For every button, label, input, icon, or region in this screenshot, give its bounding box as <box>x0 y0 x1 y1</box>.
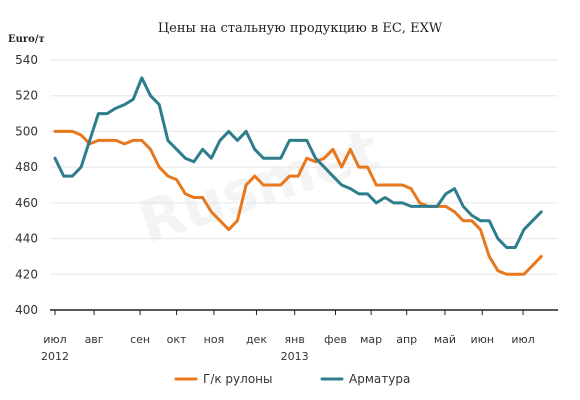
chart-title: Цены на стальную продукцию в ЕС, EXW <box>158 21 443 36</box>
x-tick-label-7: фев <box>324 333 347 346</box>
x-axis-ticks: июл 2012 авг сен окт ноя дек янв 2013 фев мар апр ма… <box>41 310 535 363</box>
y-tick-label: 520 <box>15 89 38 103</box>
x-tick-label-1: авг <box>85 333 104 346</box>
y-tick-label: 500 <box>15 124 38 138</box>
legend: Г/к рулоны Арматура <box>174 372 410 386</box>
y-tick-label: 400 <box>15 303 38 317</box>
x-tick-label-6: янв <box>285 333 305 346</box>
y-tick-label: 480 <box>15 160 38 174</box>
x-tick-year-6: 2013 <box>281 350 309 363</box>
watermark: Rusmet <box>130 115 387 256</box>
y-axis-ticks: 400 420 440 460 480 500 520 540 <box>15 53 38 317</box>
y-tick-label: 460 <box>15 196 38 210</box>
x-tick-label-8: мар <box>360 333 382 346</box>
x-tick-label-0: июл <box>43 333 66 346</box>
x-tick-label-10: май <box>434 333 456 346</box>
x-tick-label-4: ноя <box>204 333 225 346</box>
x-tick-label-2: сен <box>130 333 150 346</box>
series-line-1 <box>53 76 543 249</box>
x-tick-label-3: окт <box>167 333 187 346</box>
legend-label-1: Арматура <box>349 372 410 386</box>
y-tick-label: 440 <box>15 232 38 246</box>
x-tick-label-9: апр <box>396 333 417 346</box>
x-tick-year-0: 2012 <box>41 350 69 363</box>
legend-label-0: Г/к рулоны <box>203 372 272 386</box>
x-tick-label-11: июн <box>470 333 494 346</box>
y-axis-unit-label: Euro/т <box>8 34 45 45</box>
y-tick-label: 540 <box>15 53 38 67</box>
x-tick-label-12: июл <box>511 333 534 346</box>
series-lines <box>53 76 543 276</box>
x-tick-label-5: дек <box>246 333 267 346</box>
y-tick-label: 420 <box>15 267 38 281</box>
series-line-0 <box>53 129 543 276</box>
